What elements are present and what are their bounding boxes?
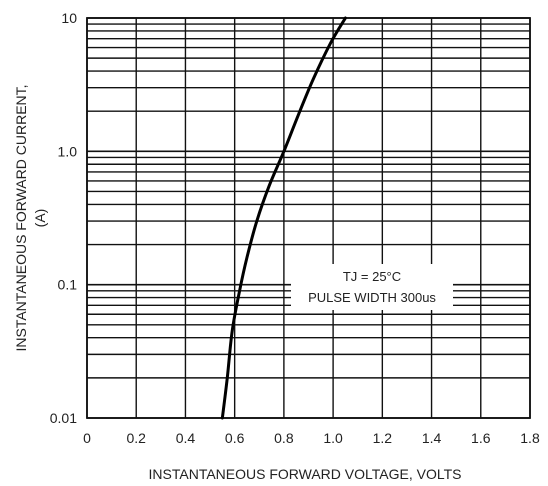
- x-tick-label: 1.8: [520, 430, 540, 446]
- x-tick-label: 1.2: [373, 430, 393, 446]
- x-tick-labels: 0 0.2 0.4 0.6 0.8 1.0 1.2 1.4 1.6 1.8: [83, 430, 540, 446]
- forward-curve: [220, 16, 347, 420]
- x-tick-label: 0.2: [126, 430, 146, 446]
- plot-border: [86, 17, 531, 419]
- x-tick-label: 1.0: [323, 430, 343, 446]
- y-tick-label: 0.1: [58, 277, 78, 293]
- x-axis-label: INSTANTANEOUS FORWARD VOLTAGE, VOLTS: [149, 466, 462, 482]
- y-tick-labels: 0.01 0.1 1.0 10: [50, 10, 77, 426]
- y-tick-label: 1.0: [58, 143, 78, 159]
- x-tick-label: 0.4: [176, 430, 196, 446]
- x-tick-label: 0.8: [274, 430, 294, 446]
- forward-curve-line: [220, 16, 347, 420]
- x-tick-label: 0: [83, 430, 91, 446]
- annotation-box: TJ = 25°C PULSE WIDTH 300us: [291, 264, 453, 310]
- x-tick-label: 1.4: [422, 430, 442, 446]
- grid: [86, 17, 531, 419]
- plot-frame: [86, 17, 531, 419]
- y-tick-label: 10: [61, 10, 77, 26]
- y-axis-label-line2: (A): [32, 209, 48, 228]
- annotation-pulse-width: PULSE WIDTH 300us: [308, 290, 436, 305]
- annotation-temperature: TJ = 25°C: [343, 269, 401, 284]
- annotation-background: [291, 264, 453, 310]
- y-axis-label-line1: INSTANTANEOUS FORWARD CURRENT,: [13, 84, 29, 351]
- x-tick-label: 0.6: [225, 430, 245, 446]
- y-tick-label: 0.01: [50, 410, 77, 426]
- x-tick-label: 1.6: [471, 430, 491, 446]
